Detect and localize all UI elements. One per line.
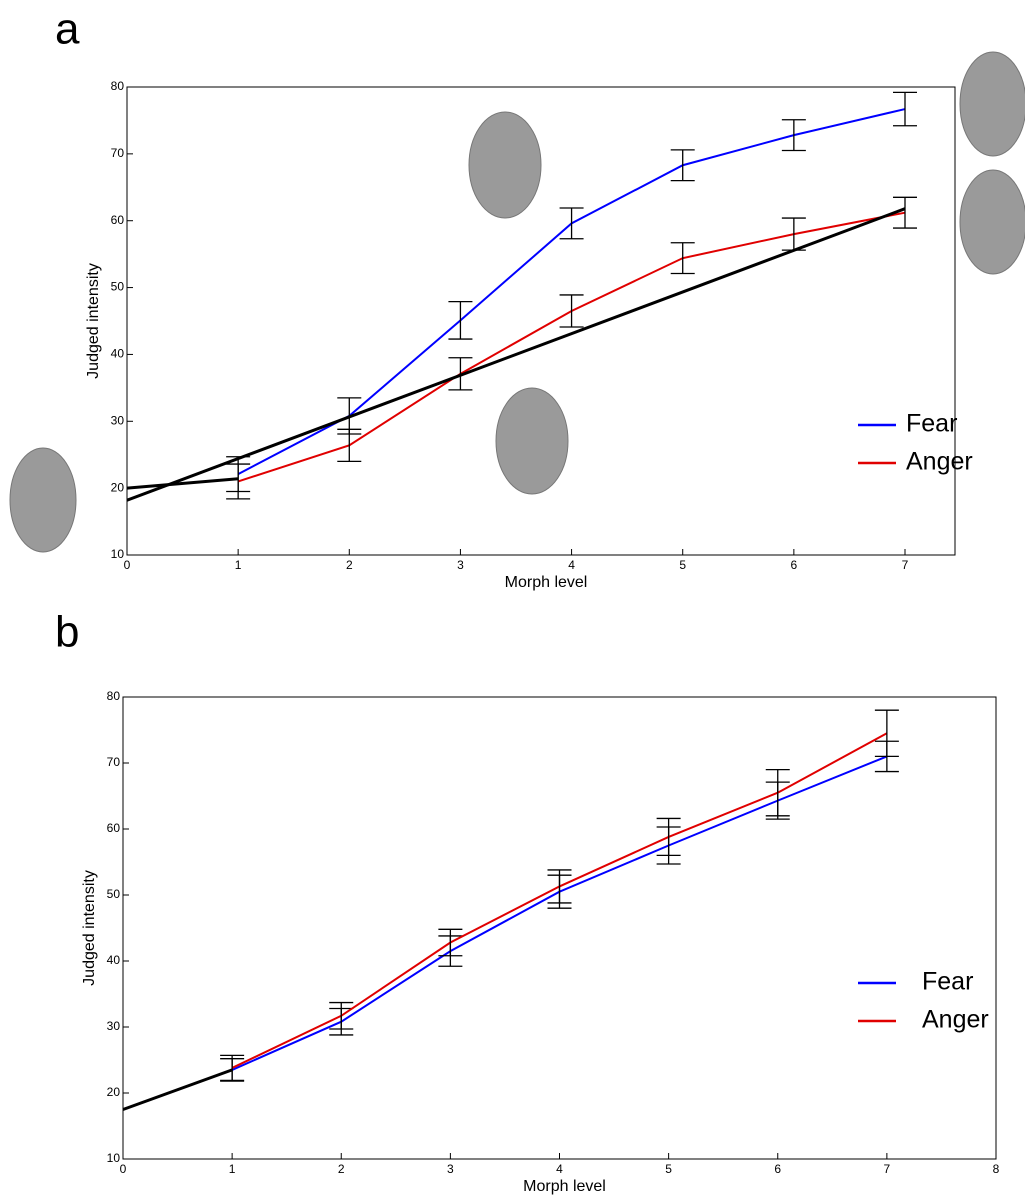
face-anger-full xyxy=(959,169,1025,275)
x-tick-label: 0 xyxy=(120,1162,127,1176)
error-bar xyxy=(670,242,695,275)
legend-label: Fear xyxy=(922,968,973,996)
legend-label: Anger xyxy=(922,1006,989,1034)
error-bar xyxy=(559,294,584,328)
y-tick-label: 40 xyxy=(111,347,125,361)
y-tick-label: 80 xyxy=(107,689,121,703)
x-tick-label: 7 xyxy=(902,558,909,572)
face-neutral xyxy=(9,447,77,553)
y-tick-label: 30 xyxy=(111,413,125,427)
y-tick-label: 30 xyxy=(107,1019,121,1033)
series-line xyxy=(126,207,906,502)
series-line xyxy=(237,108,906,475)
x-tick-label: 7 xyxy=(884,1162,891,1176)
y-tick-label: 10 xyxy=(107,1151,121,1165)
error-bar xyxy=(765,768,790,817)
error-bar xyxy=(781,119,806,152)
y-tick-label: 80 xyxy=(111,79,125,93)
x-tick-label: 1 xyxy=(229,1162,236,1176)
y-tick-label: 60 xyxy=(111,213,125,227)
error-bar xyxy=(559,207,584,240)
error-bar xyxy=(670,149,695,182)
y-tick-label: 10 xyxy=(111,547,125,561)
series-line xyxy=(122,1068,233,1111)
x-tick-label: 3 xyxy=(447,1162,454,1176)
x-tick-label: 2 xyxy=(338,1162,345,1176)
y-tick-label: 20 xyxy=(111,480,125,494)
panel-label: a xyxy=(55,5,80,54)
series-line xyxy=(126,477,239,490)
y-tick-label: 70 xyxy=(111,146,125,160)
x-tick-label: 5 xyxy=(665,1162,672,1176)
face-fear-full xyxy=(959,51,1025,157)
error-bar xyxy=(874,709,899,758)
error-bar xyxy=(656,817,681,857)
error-bar xyxy=(220,1054,245,1082)
x-tick-label: 3 xyxy=(457,558,464,572)
y-tick-label: 50 xyxy=(107,887,121,901)
series-line xyxy=(231,755,888,1071)
face-images xyxy=(9,51,1025,553)
y-axis-label: Judged intensity xyxy=(81,870,98,986)
x-tick-label: 4 xyxy=(568,558,575,572)
x-tick-label: 5 xyxy=(679,558,686,572)
x-tick-label: 6 xyxy=(791,558,798,572)
x-tick-label: 4 xyxy=(556,1162,563,1176)
error-bar xyxy=(893,196,917,229)
x-tick-label: 8 xyxy=(993,1162,1000,1176)
x-axis-label: Morph level xyxy=(523,1178,606,1195)
y-tick-label: 20 xyxy=(107,1085,121,1099)
x-axis-label: Morph level xyxy=(505,574,588,591)
panel-label: b xyxy=(55,608,79,657)
error-bar xyxy=(781,217,806,251)
face-anger-mid xyxy=(495,387,569,495)
error-bar xyxy=(226,463,251,500)
series-line xyxy=(237,211,906,483)
face-fear-mid xyxy=(468,111,542,219)
error-bar xyxy=(329,1001,354,1030)
x-tick-label: 2 xyxy=(346,558,353,572)
error-bar xyxy=(438,928,463,957)
error-bar xyxy=(337,428,362,463)
y-tick-label: 40 xyxy=(107,953,121,967)
y-axis-label: Judged intensity xyxy=(85,263,102,379)
y-tick-label: 50 xyxy=(111,280,125,294)
y-tick-label: 60 xyxy=(107,821,121,835)
error-bar xyxy=(893,91,917,127)
x-tick-label: 6 xyxy=(774,1162,781,1176)
legend-label: Anger xyxy=(906,448,973,476)
y-tick-label: 70 xyxy=(107,755,121,769)
error-bar xyxy=(547,869,572,904)
plot-frame xyxy=(126,86,956,556)
error-bar xyxy=(448,300,473,340)
x-tick-label: 1 xyxy=(235,558,242,572)
x-tick-label: 0 xyxy=(124,558,131,572)
legend-label: Fear xyxy=(906,410,957,438)
